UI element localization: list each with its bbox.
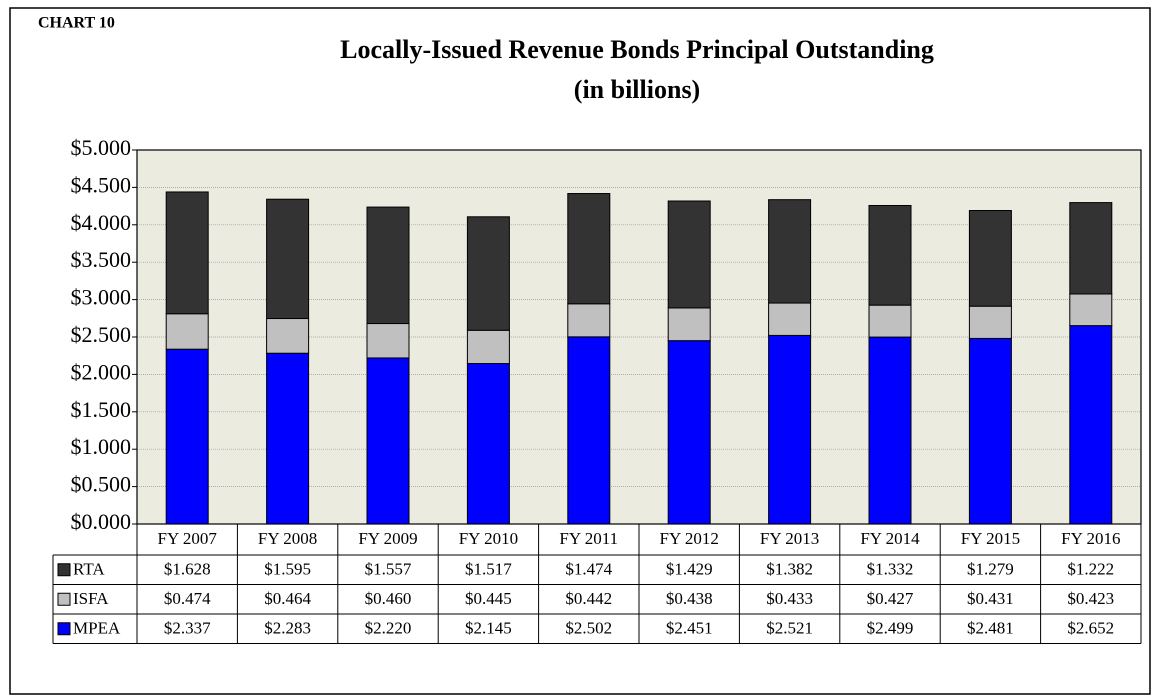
data-label: $2.451 [666,619,713,638]
x-tick-label: FY 2016 [1061,529,1120,548]
bar-segment [667,200,711,309]
y-tick-label: $3.500 [71,247,132,272]
bar-segment [768,199,812,304]
data-label: $2.502 [565,619,612,638]
y-tick-label: $5.000 [71,135,132,160]
x-tick-label: FY 2010 [459,529,518,548]
bar-segment [1069,293,1113,327]
data-label: $2.337 [164,619,211,638]
legend-label: MPEA [73,619,121,638]
y-tick-label: $1.000 [71,434,132,459]
x-tick-label: FY 2013 [760,529,819,548]
legend-swatch [57,622,71,636]
bar-segment [266,352,310,525]
y-tick-label: $3.000 [71,285,132,310]
data-label: $2.499 [867,619,914,638]
bar-segment [868,205,912,306]
data-label: $1.557 [365,560,412,579]
legend-swatch [57,563,71,577]
x-tick-label: FY 2008 [258,529,317,548]
data-label: $1.595 [264,560,311,579]
bar-segment [868,304,912,338]
bar-segment [567,193,611,305]
bar-segment [466,216,510,331]
data-label: $0.427 [867,589,914,608]
data-label: $1.279 [967,560,1014,579]
bar-segment [165,191,209,315]
bar-segment [466,329,510,365]
y-tick-label: $4.000 [71,210,132,235]
bar-segment [1069,325,1113,525]
bar-segment [968,210,1012,307]
data-label: $0.460 [365,589,412,608]
bar-segment [366,206,410,325]
chart-title: Locally-Issued Revenue Bonds Principal O… [340,35,934,64]
y-tick-label: $0.000 [71,509,132,534]
bar-segment [968,305,1012,339]
bar-segment [266,318,310,354]
data-label: $1.429 [666,560,713,579]
bar-segment [466,363,510,525]
x-tick-label: FY 2009 [358,529,417,548]
data-label: $1.332 [867,560,914,579]
legend-label: ISFA [73,589,109,608]
bar-segment [567,303,611,338]
data-label: $2.220 [365,619,412,638]
data-label: $0.445 [465,589,512,608]
bar-segment [567,336,611,525]
data-label: $1.474 [565,560,612,579]
chart-subtitle: (in billions) [574,75,700,104]
bar-segment [968,337,1012,525]
bar-segment [667,340,711,525]
bar-segment [366,323,410,359]
data-label: $0.423 [1067,589,1114,608]
data-label: $1.382 [766,560,813,579]
y-tick-label: $0.500 [71,472,132,497]
data-label: $1.517 [465,560,512,579]
legend-swatch [57,592,71,606]
y-tick-label: $4.500 [71,172,132,197]
bar-segment [1069,202,1113,295]
data-label: $1.628 [164,560,211,579]
data-label: $0.431 [967,589,1014,608]
data-label: $2.145 [465,619,512,638]
bar-segment [667,307,711,342]
data-label: $2.481 [967,619,1014,638]
data-label: $2.283 [264,619,311,638]
y-tick-label: $1.500 [71,397,132,422]
data-label: $0.438 [666,589,713,608]
data-label: $0.474 [164,589,211,608]
bar-segment [768,334,812,525]
frame [9,7,1151,695]
bar-segment [366,357,410,525]
x-tick-label: FY 2011 [559,529,618,548]
bar-segment [266,198,310,320]
x-tick-label: FY 2014 [860,529,920,548]
data-label: $2.652 [1067,619,1114,638]
data-label: $0.433 [766,589,813,608]
y-tick-label: $2.000 [71,359,132,384]
bar-segment [768,302,812,336]
x-tick-label: FY 2012 [660,529,719,548]
data-label: $0.442 [565,589,612,608]
legend-label: RTA [73,560,105,579]
bar-segment [868,336,912,525]
y-tick-label: $2.500 [71,322,132,347]
data-label: $1.222 [1067,560,1114,579]
data-label: $2.521 [766,619,813,638]
data-label: $0.464 [264,589,311,608]
bar-segment [165,348,209,525]
bar-segment [165,313,209,350]
x-tick-label: FY 2015 [961,529,1020,548]
x-tick-label: FY 2007 [158,529,218,548]
chart-label: CHART 10 [38,15,115,32]
